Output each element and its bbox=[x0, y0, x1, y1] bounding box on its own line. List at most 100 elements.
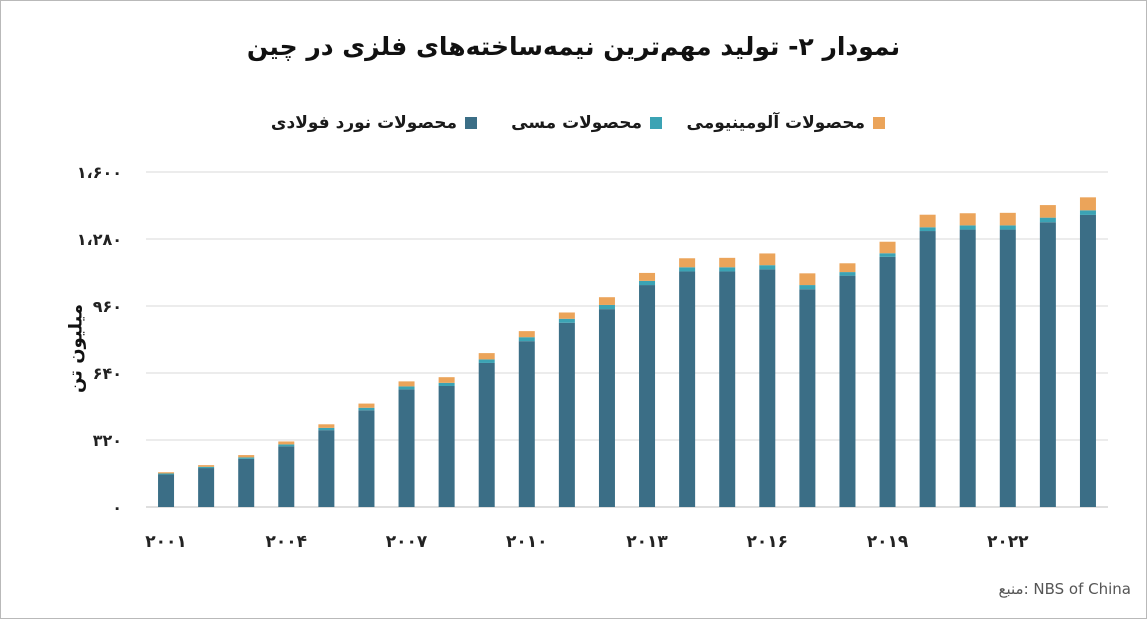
y-tick-label: ۱،۶۰۰ bbox=[77, 163, 122, 182]
bar-segment-copper bbox=[879, 253, 896, 257]
bar-segment-steel bbox=[959, 229, 976, 507]
x-tick-label: ۲۰۰۴ bbox=[266, 532, 308, 552]
bar-segment-copper bbox=[959, 225, 976, 230]
bar-segment-aluminum bbox=[959, 213, 976, 226]
legend: محصولات نورد فولادی محصولات مسی محصولات … bbox=[0, 109, 1147, 137]
bar-segment-aluminum bbox=[518, 331, 535, 338]
legend-swatch-aluminum bbox=[873, 117, 885, 129]
y-tick-label: ۰ bbox=[112, 498, 122, 517]
bar-segment-aluminum bbox=[839, 263, 856, 273]
x-tick-label: ۲۰۱۶ bbox=[747, 532, 789, 552]
y-tick-label: ۶۴۰ bbox=[93, 364, 122, 383]
legend-item-aluminum: محصولات آلومینیومی bbox=[687, 109, 885, 137]
bar-segment-aluminum bbox=[919, 214, 936, 228]
bar-segment-copper bbox=[679, 267, 696, 272]
bar-segment-aluminum bbox=[1079, 197, 1096, 211]
legend-label-aluminum: محصولات آلومینیومی bbox=[686, 113, 865, 133]
bar-segment-aluminum bbox=[398, 381, 415, 387]
bar-segment-copper bbox=[639, 280, 656, 286]
bar-segment-aluminum bbox=[358, 403, 375, 408]
bar-segment-copper bbox=[238, 457, 255, 459]
bar-segment-steel bbox=[478, 362, 495, 507]
bar-segment-aluminum bbox=[318, 424, 335, 428]
bar-segment-steel bbox=[679, 271, 696, 507]
bar-segment-copper bbox=[598, 304, 615, 310]
bar-segment-aluminum bbox=[999, 212, 1016, 226]
bar-segment-aluminum bbox=[278, 441, 295, 445]
y-tick-label: ۱،۲۸۰ bbox=[77, 230, 122, 249]
x-tick-label: ۲۰۱۳ bbox=[626, 532, 668, 552]
x-tick-label: ۲۰۰۱ bbox=[145, 532, 187, 552]
bar-segment-steel bbox=[759, 269, 776, 507]
legend-item-copper: محصولات مسی bbox=[511, 109, 662, 137]
bar-segment-aluminum bbox=[1039, 205, 1056, 218]
bar-segment-copper bbox=[839, 272, 856, 276]
legend-item-steel: محصولات نورد فولادی bbox=[271, 109, 477, 137]
legend-label-copper: محصولات مسی bbox=[511, 113, 642, 133]
bar-segment-aluminum bbox=[238, 455, 255, 458]
bar-segment-steel bbox=[799, 289, 816, 507]
bar-segment-steel bbox=[518, 341, 535, 507]
x-tick-label: ۲۰۱۰ bbox=[506, 532, 548, 552]
bar-segment-copper bbox=[438, 382, 455, 386]
bar-segment-aluminum bbox=[679, 258, 696, 268]
source-note: منبع: NBS of China bbox=[998, 580, 1131, 598]
bar-segment-steel bbox=[438, 385, 455, 507]
bar-segment-steel bbox=[1039, 222, 1056, 507]
chart-title: نمودار ۲- تولید مهم‌ترین نیمه‌ساخته‌های … bbox=[246, 32, 901, 61]
bar-segment-copper bbox=[158, 473, 175, 475]
bar-segment-copper bbox=[999, 225, 1016, 230]
legend-swatch-steel bbox=[465, 117, 477, 129]
bar-segment-aluminum bbox=[198, 465, 215, 467]
bar-segment-copper bbox=[759, 265, 776, 270]
bar-segment-steel bbox=[839, 275, 856, 507]
bar-segment-aluminum bbox=[759, 253, 776, 266]
y-tick-label: ۳۲۰ bbox=[93, 431, 122, 450]
bar-segment-aluminum bbox=[639, 272, 656, 281]
bar-segment-aluminum bbox=[598, 297, 615, 305]
bar-segment-steel bbox=[278, 446, 295, 507]
bar-segment-copper bbox=[799, 285, 816, 290]
bar-segment-copper bbox=[318, 427, 335, 431]
bar-segment-copper bbox=[919, 227, 936, 232]
bar-segment-steel bbox=[999, 229, 1016, 507]
bar-segment-steel bbox=[158, 474, 175, 507]
bar-segment-copper bbox=[398, 386, 415, 390]
bar-segment-copper bbox=[719, 267, 736, 272]
bar-segment-aluminum bbox=[438, 377, 455, 383]
bar-segment-steel bbox=[198, 468, 215, 507]
bar-segment-aluminum bbox=[719, 257, 736, 268]
bar-segment-aluminum bbox=[158, 472, 175, 474]
bar-segment-copper bbox=[1039, 217, 1056, 223]
legend-label-steel: محصولات نورد فولادی bbox=[270, 113, 457, 133]
bar-segment-steel bbox=[598, 309, 615, 507]
bar-segment-steel bbox=[719, 271, 736, 507]
bar-segment-aluminum bbox=[799, 273, 816, 286]
x-tick-label: ۲۰۱۹ bbox=[867, 532, 909, 552]
bar-segment-aluminum bbox=[558, 312, 575, 319]
bar-segment-copper bbox=[198, 466, 215, 469]
bar-segment-aluminum bbox=[478, 353, 495, 360]
bar-segment-copper bbox=[518, 337, 535, 342]
y-tick-label: ۹۶۰ bbox=[93, 297, 122, 316]
bar-segment-steel bbox=[318, 430, 335, 507]
bar-segment-aluminum bbox=[879, 241, 896, 254]
bar-segment-steel bbox=[358, 410, 375, 507]
x-tick-label: ۲۰۰۷ bbox=[386, 532, 428, 552]
bar-segment-steel bbox=[238, 458, 255, 507]
bar-segment-copper bbox=[358, 407, 375, 411]
bar-segment-steel bbox=[558, 322, 575, 507]
bar-segment-copper bbox=[1079, 210, 1096, 215]
bar-segment-steel bbox=[398, 389, 415, 507]
bar-segment-copper bbox=[278, 444, 295, 447]
bar-segment-steel bbox=[639, 285, 656, 507]
bar-segment-steel bbox=[879, 256, 896, 507]
legend-swatch-copper bbox=[650, 117, 662, 129]
bar-segment-steel bbox=[919, 231, 936, 507]
bar-segment-copper bbox=[478, 359, 495, 363]
bar-segment-copper bbox=[558, 318, 575, 323]
x-tick-label: ۲۰۲۲ bbox=[987, 532, 1029, 552]
bar-segment-steel bbox=[1079, 214, 1096, 507]
